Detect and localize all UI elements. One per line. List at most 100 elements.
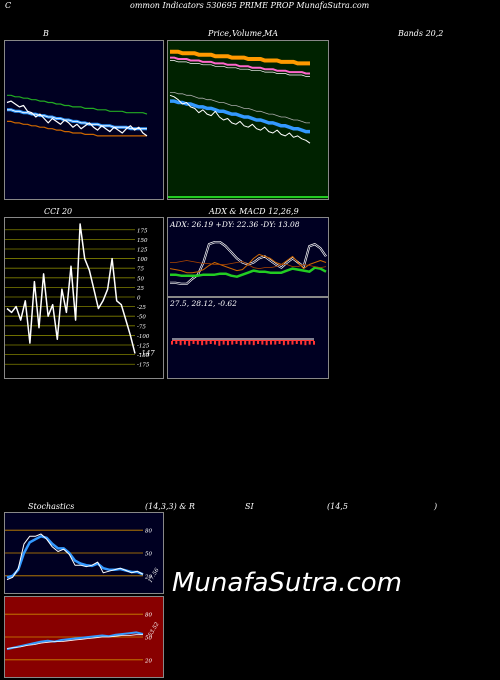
macd-histogram-bar [218, 341, 221, 346]
macd-histogram-bar [235, 341, 238, 344]
macd-histogram-bar [226, 341, 229, 346]
macd-histogram-bar [248, 341, 251, 345]
macd-histogram-bar [244, 341, 247, 345]
macd-histogram-bar [188, 341, 191, 346]
macd-histogram-bar [291, 341, 294, 345]
volume-title: Volume, [232, 29, 265, 38]
bollinger-title: B [43, 29, 49, 38]
macd-histogram-bar [265, 341, 268, 346]
plus-di-line [170, 266, 327, 278]
cci-tick-label: -150 [137, 353, 150, 359]
cci-tick-label: -100 [137, 334, 150, 340]
cci-title: CCI 20 [44, 207, 73, 216]
header-title: ommon Indicators 530695 PRIME PROP Munaf… [130, 1, 370, 10]
macd-histogram-bar [304, 341, 307, 346]
adx-line-core [170, 241, 327, 285]
ma-fast-line [170, 99, 310, 134]
macd-histogram-bar [252, 341, 255, 346]
stoch-tick-label: 80 [145, 529, 152, 535]
macd-histogram-bar [282, 341, 285, 346]
cci-tick-label: -175 [137, 363, 150, 369]
adx-title: ADX & MACD 12,26,9 [209, 207, 299, 216]
macd-histogram-bar [239, 341, 242, 346]
macd-histogram-bar [308, 341, 311, 345]
stoch-title-c: SI [245, 502, 254, 511]
stoch-k-line [6, 533, 144, 581]
ma-short-line [170, 92, 310, 124]
rsi-chart: 80 50 20 53.52 [5, 613, 161, 664]
macd-values: 27.5, 28.12, -0.62 [170, 299, 237, 308]
macd-panel [167, 297, 329, 379]
cci-tick-label: 0 [137, 296, 141, 302]
adx-chart [169, 241, 327, 285]
ma-mid-highlight [170, 60, 310, 77]
macd-histogram-bar [231, 341, 234, 345]
price-line [6, 100, 148, 137]
ma-long-line [170, 49, 310, 66]
cci-tick-label: -50 [137, 315, 146, 321]
lower-band-line [7, 120, 147, 137]
cci-tick-label: -25 [137, 305, 146, 311]
macd-histogram-bar [192, 341, 195, 344]
stoch-title-e: ) [434, 502, 438, 511]
stoch-tick-label: 50 [145, 552, 152, 558]
stochastics-panel: 80 50 20 17.56 [4, 512, 164, 594]
stoch-title-d: (14,5 [327, 502, 348, 511]
price-title: Price, [208, 29, 232, 38]
cci-tick-label: 125 [137, 247, 148, 253]
cci-tick-label: 175 [137, 228, 148, 234]
adx-values: ADX: 26.19 +DY: 22.36 -DY: 13.08 [170, 220, 300, 229]
cci-tick-label: 50 [137, 276, 144, 282]
macd-histogram-bar [214, 341, 217, 345]
macd-histogram-bar [183, 341, 186, 345]
header-left: C [5, 1, 12, 10]
stoch-title-b: (14,3,3) & R [145, 502, 195, 511]
macd-histogram-bar [209, 341, 212, 344]
cci-tick-label: -75 [137, 324, 146, 330]
cci-tick-label: 75 [137, 267, 144, 273]
cci-value-label: -147 [139, 349, 155, 357]
cci-tick-label: 150 [137, 238, 148, 244]
price-ma-chart [168, 49, 328, 198]
macd-histogram-bar [278, 341, 281, 344]
ma-mid-line [170, 56, 310, 75]
bollinger-chart [6, 94, 148, 137]
rsi-tick-label: 20 [144, 658, 152, 664]
bollinger-panel [4, 40, 164, 200]
macd-histogram-bar [300, 341, 303, 345]
macd-histogram-bar [201, 341, 204, 346]
watermark: MunafaSutra.com [172, 568, 403, 598]
bands-title: Bands 20,2 [398, 29, 444, 38]
cci-line [6, 223, 136, 354]
cci-panel: 175 150 125 100 75 50 25 0 -25 -50 -75 -100 -125 -150… [4, 217, 164, 379]
stoch-tick-label: 20 [144, 574, 152, 580]
cci-tick-label: 25 [136, 286, 144, 292]
macd-chart [171, 338, 315, 346]
rsi-ma-line [6, 634, 143, 649]
macd-histogram-bar [222, 341, 225, 345]
stoch-title-a: Stochastics [28, 502, 75, 511]
rsi-panel: 80 50 20 53.52 [4, 596, 164, 678]
macd-histogram-bar [274, 341, 277, 345]
stoch-d-line [6, 535, 144, 579]
rsi-line [6, 631, 144, 651]
cci-tick-label: 100 [137, 257, 148, 263]
macd-histogram-bar [287, 341, 290, 345]
dx-line [170, 260, 327, 269]
price-line [169, 94, 311, 144]
macd-histogram-bar [175, 341, 178, 344]
cci-chart: 175 150 125 100 75 50 25 0 -25 -50 -75 -100 -125 -150… [5, 223, 155, 369]
price-ma-panel [167, 40, 329, 200]
macd-histogram-bar [205, 341, 208, 345]
macd-histogram-bar [261, 341, 264, 345]
macd-histogram-bar [313, 341, 315, 345]
macd-histogram-bar [179, 341, 182, 346]
rsi-value-label: 53.52 [148, 621, 161, 638]
macd-histogram-bar [171, 341, 173, 345]
adx-panel [167, 217, 329, 297]
upper-band-line [7, 94, 148, 115]
macd-histogram-bar [257, 341, 260, 344]
ma-title: MA [264, 29, 278, 38]
middle-band-highlight [7, 109, 147, 130]
